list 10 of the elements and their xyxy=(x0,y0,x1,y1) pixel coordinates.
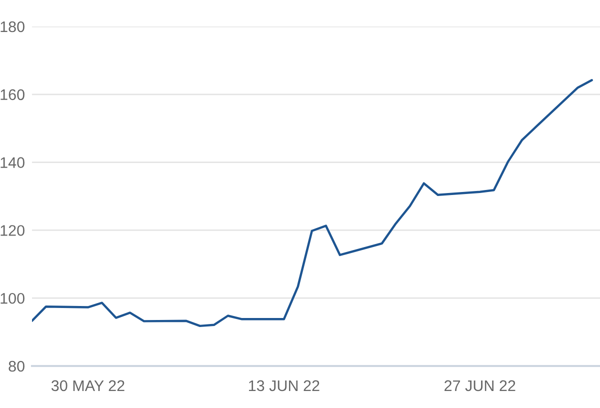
y-tick-label: 80 xyxy=(8,360,24,372)
y-tick-label: 100 xyxy=(0,292,24,304)
line-series xyxy=(32,79,593,328)
x-tick-label: 13 JUN 22 xyxy=(249,380,320,392)
y-tick-label: 160 xyxy=(0,89,24,100)
y-tick-label: 140 xyxy=(0,157,24,168)
y-tick-label: 180 xyxy=(0,21,24,32)
y-tick-label: 120 xyxy=(0,225,24,236)
x-tick-label: 27 JUN 22 xyxy=(444,380,516,392)
x-tick-label: 30 MAY 22 xyxy=(51,380,124,392)
